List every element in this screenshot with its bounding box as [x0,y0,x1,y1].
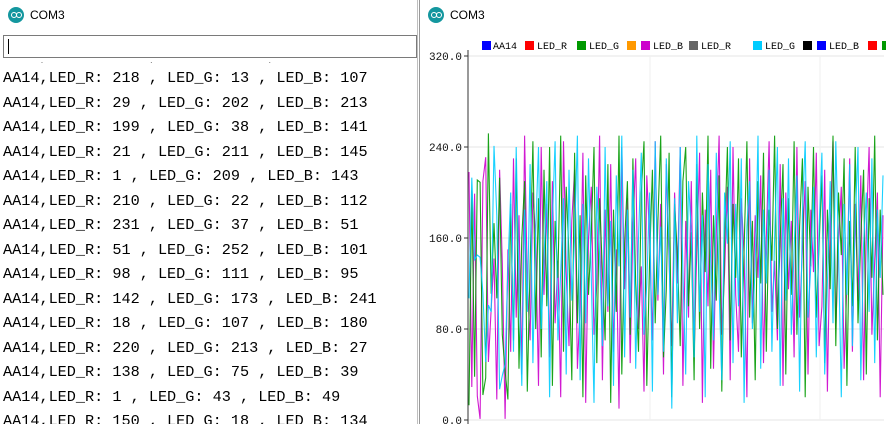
legend-swatch [641,41,650,50]
serial-line: AA14,LED_R: 142 , LED_G: 173 , LED_B: 24… [3,289,377,308]
serial-line: AA14,LED_R: 199 , LED_G: 38 , LED_B: 141 [3,118,368,136]
y-tick-label: 160.0 [429,234,462,246]
serial-monitor-titlebar[interactable]: COM3 [0,0,417,30]
legend-swatch [803,41,812,50]
serial-plotter-titlebar[interactable]: COM3 [420,0,886,30]
serial-line: AA14,LED_R: 18 , LED_G: 107 , LED_B: 180 [3,314,368,332]
legend-swatch [882,41,886,50]
serial-output[interactable]: AA14,LED_R: 33 , LED_G: 211 , LED_B: 52 … [0,62,417,424]
serial-line: AA14,LED_R: 98 , LED_G: 111 , LED_B: 95 [3,265,359,283]
serial-line: AA14,LED_R: 218 , LED_G: 13 , LED_B: 107 [3,69,368,87]
serial-line: AA14,LED_R: 51 , LED_G: 252 , LED_B: 101 [3,240,368,259]
legend-label: LED_B [653,42,683,53]
send-input[interactable] [3,35,417,58]
serial-plotter-window: COM3 320.0 240.0 160.0 80.0 0.0 AA14 LED_R LED_… [419,0,886,424]
legend-label: LED_R [701,42,731,53]
legend-label: LED_R [537,42,567,53]
y-tick-label: 320.0 [429,52,462,64]
serial-line: AA14,LED_R: 21 , LED_G: 211 , LED_B: 145 [3,142,368,161]
legend-swatch [817,41,826,50]
series-line-led_b [468,135,884,409]
serial-monitor-window: COM3 AA14,LED_R: 33 , LED_G: 211 , LED_B… [0,0,418,424]
serial-line: AA14,LED_R: 231 , LED_G: 37 , LED_B: 51 [3,216,359,234]
serial-line: AA14,LED_R: 138 , LED_G: 75 , LED_B: 39 [3,363,359,381]
serial-line-partial: AA14,LED_R: 33 , LED_G: 211 , LED_B: 52 [3,62,368,68]
serial-line: AA14,LED_R: 1 , LED_G: 43 , LED_B: 49 [3,387,341,406]
legend-label: LED_B [829,42,859,53]
arduino-logo-icon [8,7,24,23]
legend-swatch [577,41,586,50]
legend-label: LED_G [765,42,795,53]
arduino-logo-icon [428,7,444,23]
legend-swatch [525,41,534,50]
serial-line: AA14,LED_R: 220 , LED_G: 213 , LED_B: 27 [3,338,368,357]
y-tick-label: 240.0 [429,143,462,155]
legend-swatch [868,41,877,50]
serial-plotter-title: COM3 [450,8,485,22]
legend-swatch [627,41,636,50]
serial-line: AA14,LED_R: 1 , LED_G: 209 , LED_B: 143 [3,167,359,185]
legend-swatch [753,41,762,50]
plot-area: 320.0 240.0 160.0 80.0 0.0 AA14 LED_R LED_G LED_… [429,41,886,424]
legend-swatch [689,41,698,50]
legend-label: AA14 [493,42,517,53]
text-caret [8,39,9,54]
legend-label: LED_G [589,42,619,53]
legend-swatch [482,41,491,50]
serial-line: AA14,LED_R: 29 , LED_G: 202 , LED_B: 213 [3,93,368,112]
serial-line: AA14,LED_R: 210 , LED_G: 22 , LED_B: 112 [3,191,368,210]
series-line-led_g [468,133,884,406]
serial-monitor-title: COM3 [30,8,65,22]
serial-line: AA14,LED_R: 150 , LED_G: 18 , LED_B: 134 [3,412,368,424]
y-tick-label: 0.0 [442,416,462,424]
y-tick-label: 80.0 [436,325,462,337]
